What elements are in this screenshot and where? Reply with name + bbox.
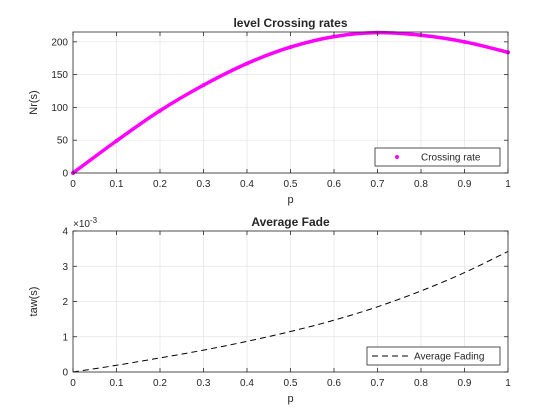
data-point-crossing-rate: [158, 108, 162, 113]
x-tick-label: 0.7: [371, 378, 385, 389]
y-tick-label: 100: [51, 103, 68, 114]
x-tick-label: 0.4: [240, 378, 254, 389]
chart-title: Average Fade: [251, 215, 330, 229]
x-axis-label: p: [287, 393, 293, 405]
x-tick-label: 1: [505, 378, 511, 389]
data-point-crossing-rate: [462, 39, 467, 44]
crossing-rate-plot: [71, 30, 510, 175]
y-tick-label: 1: [62, 332, 68, 343]
x-tick-label: 0: [70, 179, 76, 190]
average-fade-plot: [72, 250, 509, 373]
x-tick-label: 0.9: [458, 378, 472, 389]
series-line-average-fading: [72, 250, 509, 373]
legend-label-average-fading: Average Fading: [414, 352, 484, 363]
y-tick-label: 4: [62, 227, 68, 238]
x-tick-label: 0.9: [458, 179, 472, 190]
y-axis-label: taw(s): [28, 287, 40, 317]
legend-box: [366, 346, 501, 366]
x-tick-label: 0.1: [110, 378, 124, 389]
y-axis-exponent: ×10-3: [73, 216, 98, 230]
data-point-crossing-rate: [288, 45, 293, 50]
x-tick-label: 0.8: [414, 378, 428, 389]
legend-marker-crossing-rate: [395, 155, 399, 159]
legend-box: [374, 147, 501, 167]
x-tick-label: 0.1: [110, 179, 124, 190]
x-tick-label: 0.2: [153, 378, 167, 389]
y-tick-label: 3: [62, 262, 68, 273]
exponent-base: ×10: [73, 219, 90, 230]
legend: Average Fading: [366, 346, 501, 366]
x-tick-label: 0.4: [240, 179, 254, 190]
x-tick-label: 1: [505, 179, 511, 190]
x-tick-label: 0.3: [197, 179, 211, 190]
y-tick-label: 0: [62, 368, 68, 379]
x-tick-label: 0.6: [327, 378, 341, 389]
crossing-rate-panel: 0 0.1 0.2 0.3 0.4 0.5 0.6 0.7 0.8 0.9 1 0 50 100 150 20…: [28, 16, 511, 206]
legend-marker-dot: [395, 155, 399, 159]
x-tick-label: 0.5: [284, 179, 298, 190]
y-tick-label: 0: [62, 169, 68, 180]
x-tick-label: 0: [70, 378, 76, 389]
x-tick-label: 0.8: [414, 179, 428, 190]
data-point-crossing-rate: [332, 34, 336, 39]
y-axis-label: Nr(s): [28, 90, 40, 114]
y-tick-label: 2: [62, 297, 68, 308]
y-tick-label: 150: [51, 70, 68, 81]
y-tick-label: 200: [51, 37, 68, 48]
legend-label-crossing-rate: Crossing rate: [421, 153, 481, 164]
y-tick-label: 50: [57, 136, 69, 147]
x-tick-label: 0.5: [284, 378, 298, 389]
x-axis-label: p: [287, 194, 293, 206]
data-point-crossing-rate: [201, 83, 206, 88]
x-tick-label: 0.3: [197, 378, 211, 389]
average-fade-panel: 0 0.1 0.2 0.3 0.4 0.5 0.6 0.7 0.8 0.9 1 0 1 2 3 4 Avera…: [28, 215, 511, 405]
data-point-crossing-rate: [114, 138, 119, 143]
x-tick-label: 0.6: [327, 179, 341, 190]
axis-ticks: 0 0.1 0.2 0.3 0.4 0.5 0.6 0.7 0.8 0.9 1 0 1 2 3 4: [62, 227, 511, 390]
data-point-crossing-rate: [245, 61, 249, 66]
x-tick-label: 0.7: [371, 179, 385, 190]
axis-ticks: 0 0.1 0.2 0.3 0.4 0.5 0.6 0.7 0.8 0.9 1 0 50 100 150 20…: [51, 32, 511, 190]
exponent-power: -3: [90, 216, 98, 225]
chart-title: level Crossing rates: [233, 16, 347, 30]
x-tick-label: 0.2: [153, 179, 167, 190]
legend: Crossing rate: [374, 147, 501, 167]
